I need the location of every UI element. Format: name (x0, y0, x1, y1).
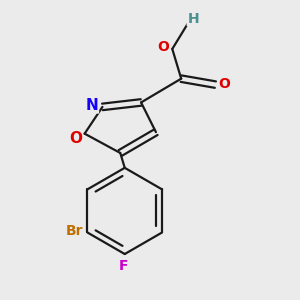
Text: Br: Br (65, 224, 83, 238)
Text: O: O (158, 40, 169, 54)
Text: H: H (187, 12, 199, 26)
Text: O: O (69, 130, 82, 146)
Text: F: F (118, 259, 128, 273)
Text: O: O (218, 77, 230, 91)
Text: N: N (86, 98, 98, 113)
